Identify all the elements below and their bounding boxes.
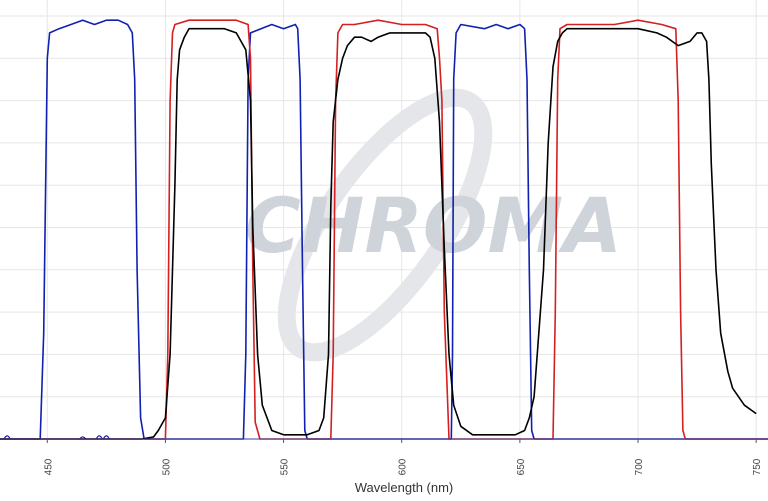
x-tick-label: 750 xyxy=(752,458,763,475)
x-axis-title: Wavelength (nm) xyxy=(355,480,454,495)
series-lines xyxy=(0,19,768,440)
x-tick-label: 700 xyxy=(634,458,645,475)
series-line-3 xyxy=(0,27,757,440)
grid-lines xyxy=(0,0,768,440)
x-tick-label: 450 xyxy=(43,458,54,475)
x-tick-label: 500 xyxy=(161,458,172,475)
x-tick-label: 650 xyxy=(516,458,527,475)
series-noise-mark xyxy=(3,435,11,440)
series-noise-mark xyxy=(102,435,110,440)
x-tick-label: 550 xyxy=(280,458,291,475)
series-line-2 xyxy=(0,19,768,440)
x-axis-ticks: 450 500 550 600 650 700 750 xyxy=(43,439,763,475)
series-noise-mark xyxy=(95,435,103,440)
x-tick-label: 600 xyxy=(398,458,409,475)
chroma-watermark: CHROMA xyxy=(245,88,622,362)
series-line-1 xyxy=(0,19,768,440)
watermark-text: CHROMA xyxy=(245,181,622,270)
